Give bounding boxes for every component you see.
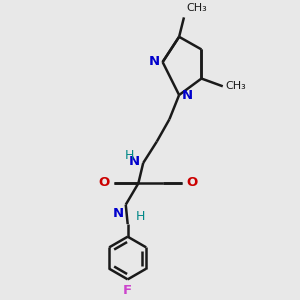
Text: N: N bbox=[148, 55, 160, 68]
Text: F: F bbox=[123, 284, 132, 297]
Text: O: O bbox=[187, 176, 198, 189]
Text: CH₃: CH₃ bbox=[226, 81, 246, 91]
Text: N: N bbox=[113, 207, 124, 220]
Text: O: O bbox=[98, 176, 109, 189]
Text: H: H bbox=[135, 211, 145, 224]
Text: CH₃: CH₃ bbox=[186, 3, 207, 13]
Text: H: H bbox=[125, 149, 134, 162]
Text: N: N bbox=[182, 89, 193, 103]
Text: N: N bbox=[129, 154, 140, 167]
